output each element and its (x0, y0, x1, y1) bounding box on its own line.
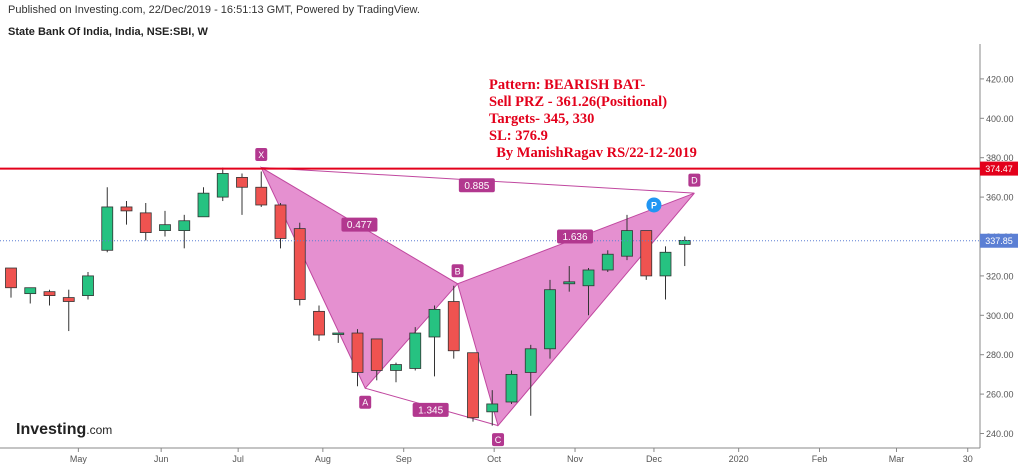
annotation-line: Pattern: BEARISH BAT- (489, 77, 646, 93)
ratio-label: 0.885 (464, 181, 489, 192)
y-tick-label: 400.00 (986, 114, 1014, 124)
candle-down (467, 352, 479, 419)
candle-up (428, 308, 441, 338)
x-tick-label: Feb (812, 454, 828, 464)
x-tick-label: Jul (232, 454, 244, 464)
x-tick-label: 30 (963, 454, 973, 464)
y-tick-label: 320.00 (986, 271, 1014, 281)
candle-down (62, 297, 75, 302)
x-tick-label: Aug (315, 454, 331, 464)
y-tick-label: 380.00 (986, 153, 1014, 163)
triangle-bcd (456, 192, 695, 427)
ratio-label-box (557, 229, 594, 244)
annotation-line: Sell PRZ - 361.26(Positional) (489, 94, 668, 110)
candle-up (563, 281, 576, 285)
candles (5, 167, 691, 426)
p-marker-label: P (651, 200, 657, 210)
candle-up (409, 332, 422, 369)
candle-down (43, 291, 56, 297)
point-label-box (255, 148, 268, 162)
ratio-label: 1.636 (563, 232, 588, 243)
point-label-box (688, 173, 701, 187)
candle-up (524, 348, 537, 373)
annotation-line: By ManishRagav RS/22-12-2019 (489, 145, 697, 161)
candle-down (447, 301, 460, 352)
candle-down (351, 332, 364, 373)
candle-up (332, 332, 345, 335)
last-price-tag (980, 233, 1018, 248)
y-tick-label: 420.00 (986, 74, 1014, 84)
y-tick-label: 260.00 (986, 390, 1014, 400)
point-label-a: A (362, 398, 368, 408)
candle-up (197, 192, 210, 218)
point-label-x: X (258, 150, 264, 160)
x-tick-label: May (70, 454, 88, 464)
candle-down (139, 212, 152, 233)
candle-up (486, 403, 499, 413)
candle-up (24, 287, 37, 295)
y-tick-label: 360.00 (986, 193, 1014, 203)
resistance-price-tag (980, 161, 1018, 176)
candle-up (159, 224, 171, 231)
candle-down (255, 186, 268, 206)
x-tick-label: 2020 (729, 454, 749, 464)
candle-down (274, 204, 287, 239)
point-label-d: D (691, 176, 698, 186)
y-tick-label: 280.00 (986, 350, 1014, 360)
ratio-label-box (341, 217, 378, 232)
candle-up (544, 289, 556, 350)
x-tick-label: Dec (646, 454, 663, 464)
pattern-labels: X A B C D 0.477 0.885 1.345 1.636 P (255, 148, 701, 447)
annotation-line: Targets- 345, 330 (489, 111, 595, 127)
candle-up (621, 230, 633, 257)
candle-down (120, 206, 133, 212)
x-tick-label: Mar (889, 454, 905, 464)
ratio-label-box (412, 402, 449, 417)
ratio-label: 1.345 (418, 405, 443, 416)
candle-up (101, 206, 114, 251)
x-tick-label: Oct (487, 454, 502, 464)
point-label-box (451, 264, 464, 278)
chart-title: State Bank Of India, India, NSE:SBI, W (8, 26, 208, 38)
candle-up (216, 173, 229, 198)
ratio-label: 0.477 (347, 220, 372, 231)
pattern-annotation: Pattern: BEARISH BAT- Sell PRZ - 361.26(… (489, 77, 697, 162)
candle-up (505, 373, 518, 403)
x-tick-label: Jun (154, 454, 169, 464)
candle-down (370, 338, 383, 371)
price-lines: 374.47 337.85 (0, 161, 1018, 248)
candle-up (82, 275, 94, 296)
candle-down (5, 267, 17, 289)
candle-down (640, 230, 653, 277)
published-caption: Published on Investing.com, 22/Dec/2019 … (8, 4, 420, 16)
candle-down (313, 310, 325, 336)
x-tick-label: Sep (396, 454, 412, 464)
candle-up (601, 253, 614, 271)
annotation-line: SL: 376.9 (489, 128, 548, 144)
candle-up (659, 251, 672, 277)
p-marker-circle[interactable] (646, 197, 662, 213)
point-label-b: B (455, 266, 461, 276)
y-tick-label: 240.00 (986, 429, 1014, 439)
point-label-box (359, 395, 372, 409)
resistance-price-label: 374.47 (985, 164, 1013, 174)
candle-up (178, 220, 191, 231)
logo-brand: Investing (16, 421, 87, 438)
x-tick-label: Nov (567, 454, 584, 464)
candle-up (582, 269, 595, 287)
candle-down (293, 228, 306, 300)
candle-down (236, 176, 248, 188)
ratio-label-box (458, 178, 495, 193)
last-price-label: 337.85 (985, 236, 1013, 246)
candle-up (390, 364, 402, 371)
point-label-box (492, 433, 505, 447)
logo-suffix: .com (86, 423, 113, 437)
investing-logo[interactable]: Investing.com (16, 421, 112, 439)
point-label-c: C (495, 435, 502, 445)
y-tick-label: 300.00 (986, 311, 1014, 321)
